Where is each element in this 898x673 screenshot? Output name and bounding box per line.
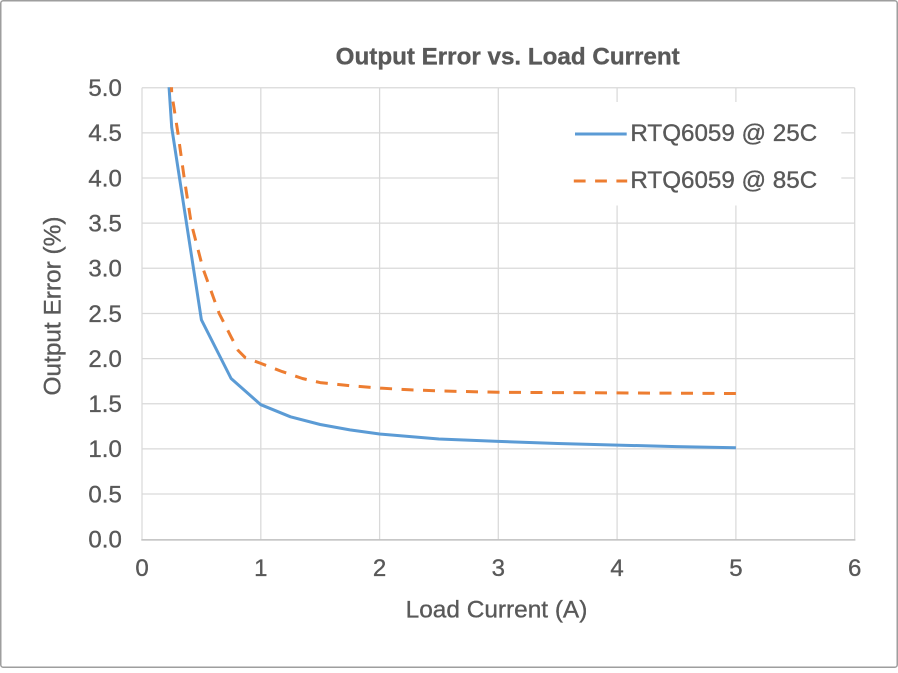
svg-text:3.5: 3.5 [88, 210, 121, 237]
svg-text:RTQ6059 @ 85C: RTQ6059 @ 85C [630, 167, 817, 194]
svg-text:1: 1 [254, 555, 267, 582]
svg-text:RTQ6059 @ 25C: RTQ6059 @ 25C [630, 120, 817, 147]
svg-text:5: 5 [729, 555, 742, 582]
svg-text:0.5: 0.5 [88, 481, 121, 508]
svg-text:Load Current (A): Load Current (A) [406, 596, 588, 623]
svg-text:4.0: 4.0 [88, 165, 121, 192]
svg-text:4.5: 4.5 [88, 120, 121, 147]
svg-text:0: 0 [135, 555, 148, 582]
svg-text:6: 6 [848, 555, 861, 582]
svg-text:4: 4 [610, 555, 623, 582]
svg-text:1.0: 1.0 [88, 436, 121, 463]
svg-text:2.5: 2.5 [88, 301, 121, 328]
svg-text:0.0: 0.0 [88, 527, 121, 554]
svg-text:Output Error vs. Load Current: Output Error vs. Load Current [336, 44, 680, 71]
svg-text:Output Error (%): Output Error (%) [40, 217, 67, 396]
svg-text:5.0: 5.0 [88, 75, 121, 102]
svg-text:2: 2 [373, 555, 386, 582]
svg-text:2.0: 2.0 [88, 346, 121, 373]
svg-text:3.0: 3.0 [88, 256, 121, 283]
svg-text:1.5: 1.5 [88, 391, 121, 418]
svg-text:3: 3 [492, 555, 505, 582]
